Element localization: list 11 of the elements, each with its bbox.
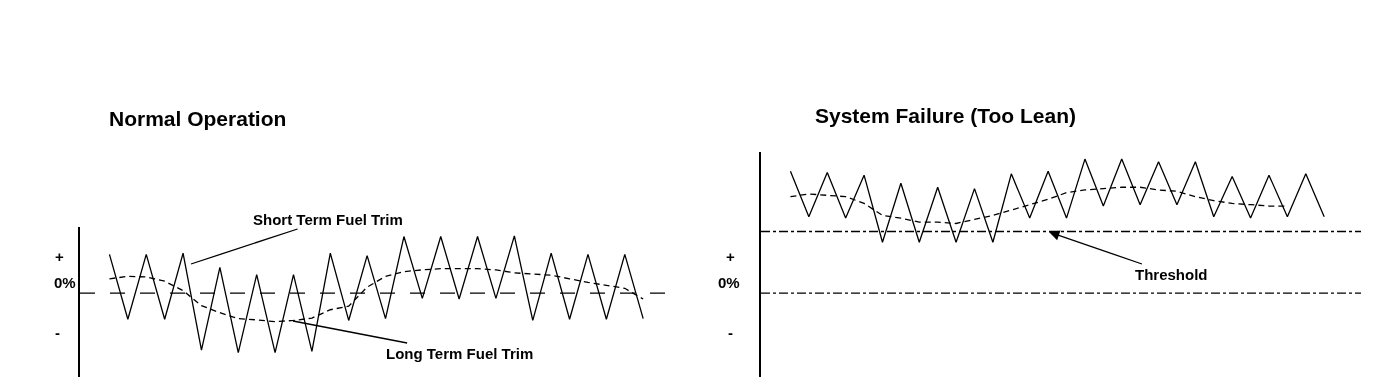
text: - xyxy=(728,324,733,341)
text: - xyxy=(55,324,60,341)
annotation: Long Term Fuel Trim xyxy=(386,345,534,362)
text: Short Term Fuel Trim xyxy=(253,211,403,228)
text: + xyxy=(726,248,735,265)
chart-title: System Failure (Too Lean) xyxy=(815,104,1076,127)
text: 0% xyxy=(718,274,740,291)
chart-title: Normal Operation xyxy=(109,107,287,130)
text: 0% xyxy=(54,274,76,291)
annotation: Threshold xyxy=(1135,266,1208,283)
text: + xyxy=(55,248,64,265)
